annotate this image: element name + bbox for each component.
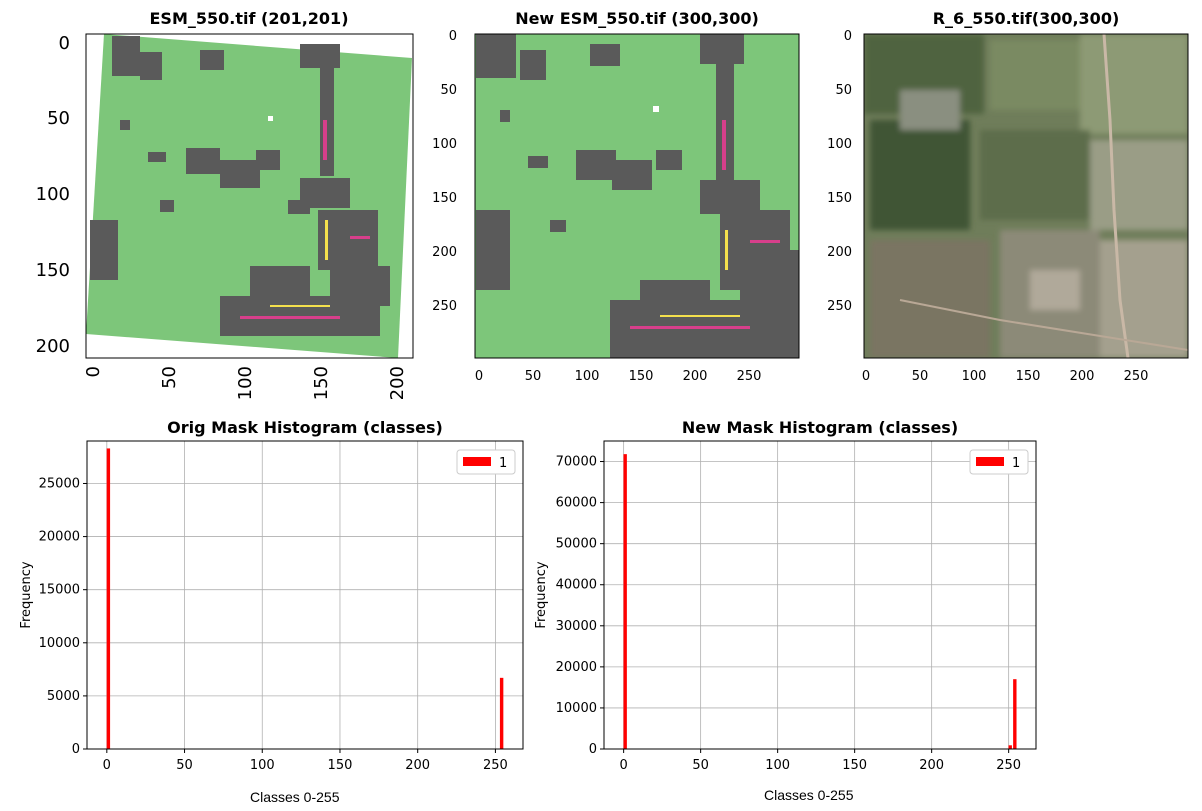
tick-label: 250 (1124, 369, 1149, 384)
x-tick-label: 200 (919, 758, 944, 773)
tick-label: 250 (827, 299, 852, 314)
tick-label: 50 (440, 83, 457, 98)
rgb-image-yticks: 0 50 100 150 200 250 (827, 29, 852, 314)
histogram-charts: 0 50 100 150 200 2500500010000150002000025000… (19, 418, 1037, 773)
rgb-image-title: R_6_550.tif(300,300) (933, 9, 1120, 28)
y-tick-label: 60000 (556, 496, 597, 511)
tick-label: 50 (912, 369, 929, 384)
y-tick-label: 20000 (556, 660, 597, 675)
x-tick-label: 250 (483, 758, 508, 773)
new-mask-image (475, 34, 799, 358)
orig-image-title: ESM_550.tif (201,201) (149, 9, 348, 28)
rgb-satellite-image (864, 34, 1188, 358)
x-tick-label: 200 (405, 758, 430, 773)
legend-swatch (976, 457, 1004, 466)
road-line (1102, 34, 1130, 358)
y-tick-label: 30000 (556, 619, 597, 634)
x-tick-label: 250 (996, 758, 1021, 773)
image-panels: ESM_550.tif (201,201) 0 50 100 150 200 0… (36, 9, 1189, 400)
x-tick-label: 150 (842, 758, 867, 773)
tick-label: 200 (827, 245, 852, 260)
tick-label: 150 (1016, 369, 1041, 384)
y-tick-label: 10000 (556, 701, 597, 716)
histogram-title: New Mask Histogram (classes) (682, 418, 958, 437)
y-tick-label: 5000 (47, 689, 80, 704)
tick-label: 100 (962, 369, 987, 384)
tick-label: 50 (159, 366, 180, 389)
x-tick-label: 0 (619, 758, 627, 773)
y-tick-label: 20000 (39, 530, 80, 545)
y-tick-label: 40000 (556, 578, 597, 593)
tick-label: 0 (475, 369, 483, 384)
tick-label: 200 (1070, 369, 1095, 384)
histogram-bar (623, 454, 627, 749)
y-tick-label: 50000 (556, 537, 597, 552)
y-tick-label: 70000 (556, 455, 597, 470)
orig-image-yticks: 0 50 100 150 200 (36, 33, 70, 357)
y-tick-label: 0 (589, 742, 597, 757)
y-tick-label: 15000 (39, 583, 80, 598)
orig-image-xticks: 0 50 100 150 200 (83, 366, 408, 400)
tick-label: 100 (827, 137, 852, 152)
tick-label: 150 (629, 369, 654, 384)
histogram-bar (1008, 745, 1012, 749)
tick-label: 250 (737, 369, 762, 384)
right-caption: Classes 0-255 (764, 787, 854, 803)
tick-label: 100 (432, 137, 457, 152)
tick-label: 50 (525, 369, 542, 384)
rgb-image-xticks: 0 50 100 150 200 250 (862, 369, 1149, 384)
tick-label: 0 (59, 33, 70, 54)
plot-frame (86, 440, 524, 750)
tick-label: 100 (575, 369, 600, 384)
tick-label: 150 (827, 191, 852, 206)
tick-label: 150 (432, 191, 457, 206)
tick-label: 0 (844, 29, 852, 44)
y-tick-label: 10000 (39, 636, 80, 651)
new-image-title: New ESM_550.tif (300,300) (515, 9, 759, 28)
y-axis-label: Frequency (19, 561, 34, 628)
histogram-title: Orig Mask Histogram (classes) (167, 418, 443, 437)
tick-label: 100 (36, 184, 70, 205)
tick-label: 200 (683, 369, 708, 384)
x-tick-label: 50 (176, 758, 193, 773)
new-image-xticks: 0 50 100 150 200 250 (475, 369, 762, 384)
x-tick-label: 0 (103, 758, 111, 773)
tick-label: 50 (47, 108, 70, 129)
tick-label: 100 (235, 366, 256, 400)
legend-label: 1 (499, 456, 507, 471)
histogram-bar (106, 448, 111, 749)
x-tick-label: 100 (765, 758, 790, 773)
y-tick-label: 25000 (39, 476, 80, 491)
orig-mask-image (86, 34, 413, 358)
new-image-yticks: 0 50 100 150 200 250 (432, 29, 457, 314)
x-tick-label: 150 (328, 758, 353, 773)
x-tick-label: 50 (692, 758, 709, 773)
tick-label: 0 (862, 369, 870, 384)
tick-label: 50 (835, 83, 852, 98)
tick-label: 200 (36, 336, 70, 357)
y-tick-label: 0 (72, 742, 80, 757)
tick-label: 0 (83, 366, 104, 377)
x-tick-label: 100 (250, 758, 275, 773)
left-caption: Classes 0-255 (250, 789, 340, 805)
tick-label: 150 (311, 366, 332, 400)
legend-label: 1 (1012, 456, 1020, 471)
legend-swatch (463, 457, 491, 466)
tick-label: 250 (432, 299, 457, 314)
histogram-bar (499, 677, 504, 749)
tick-label: 200 (432, 245, 457, 260)
tick-label: 200 (387, 366, 408, 400)
tick-label: 0 (449, 29, 457, 44)
histogram-bar (1013, 679, 1017, 749)
y-axis-label: Frequency (534, 561, 549, 628)
plot-frame (603, 440, 1037, 750)
tick-label: 150 (36, 260, 70, 281)
